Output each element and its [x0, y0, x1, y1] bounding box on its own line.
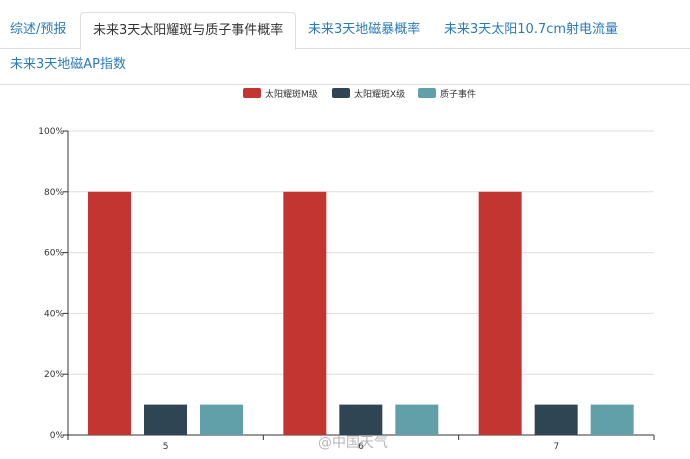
y-tick-label: 20%: [44, 370, 64, 380]
tab-flare-proton-probability[interactable]: 未来3天太阳耀斑与质子事件概率: [80, 12, 297, 50]
y-tick-label: 80%: [44, 188, 64, 198]
y-tick-label: 100%: [38, 127, 64, 137]
bar: [144, 404, 187, 435]
x-tick-label: 7: [553, 442, 559, 452]
y-tick-label: 40%: [44, 309, 64, 319]
legend-label: 质子事件: [440, 88, 476, 100]
x-tick-label: 6: [358, 442, 364, 452]
legend-label: 太阳耀斑X级: [354, 88, 405, 100]
bar: [395, 404, 439, 435]
legend-swatch: [418, 88, 436, 98]
legend-swatch: [243, 88, 261, 98]
bar: [339, 404, 383, 435]
tab-divider: [293, 48, 690, 49]
y-tick-label: 60%: [44, 249, 64, 259]
legend-label: 太阳耀斑M级: [265, 88, 318, 100]
tab-ap-index[interactable]: 未来3天地磁AP指数: [10, 57, 127, 72]
tab-bar: 综述/预报 未来3天太阳耀斑与质子事件概率 未来3天地磁暴概率 未来3天太阳10…: [0, 0, 690, 85]
y-tick-label: 0%: [50, 431, 65, 441]
bar: [478, 191, 522, 435]
tab-overview-forecast[interactable]: 综述/预报: [10, 22, 67, 37]
tab-radio-flux[interactable]: 未来3天太阳10.7cm射电流量: [444, 22, 619, 37]
bar: [590, 404, 634, 435]
bar: [534, 404, 578, 435]
bar: [283, 191, 327, 435]
x-tick-label: 5: [163, 442, 169, 452]
tab-geomagnetic-storm-probability[interactable]: 未来3天地磁暴概率: [308, 22, 421, 37]
tab-divider: [0, 48, 80, 49]
legend-swatch: [332, 88, 350, 98]
bar: [88, 191, 131, 435]
watermark: @中国天气: [318, 435, 388, 451]
bar: [200, 404, 243, 435]
